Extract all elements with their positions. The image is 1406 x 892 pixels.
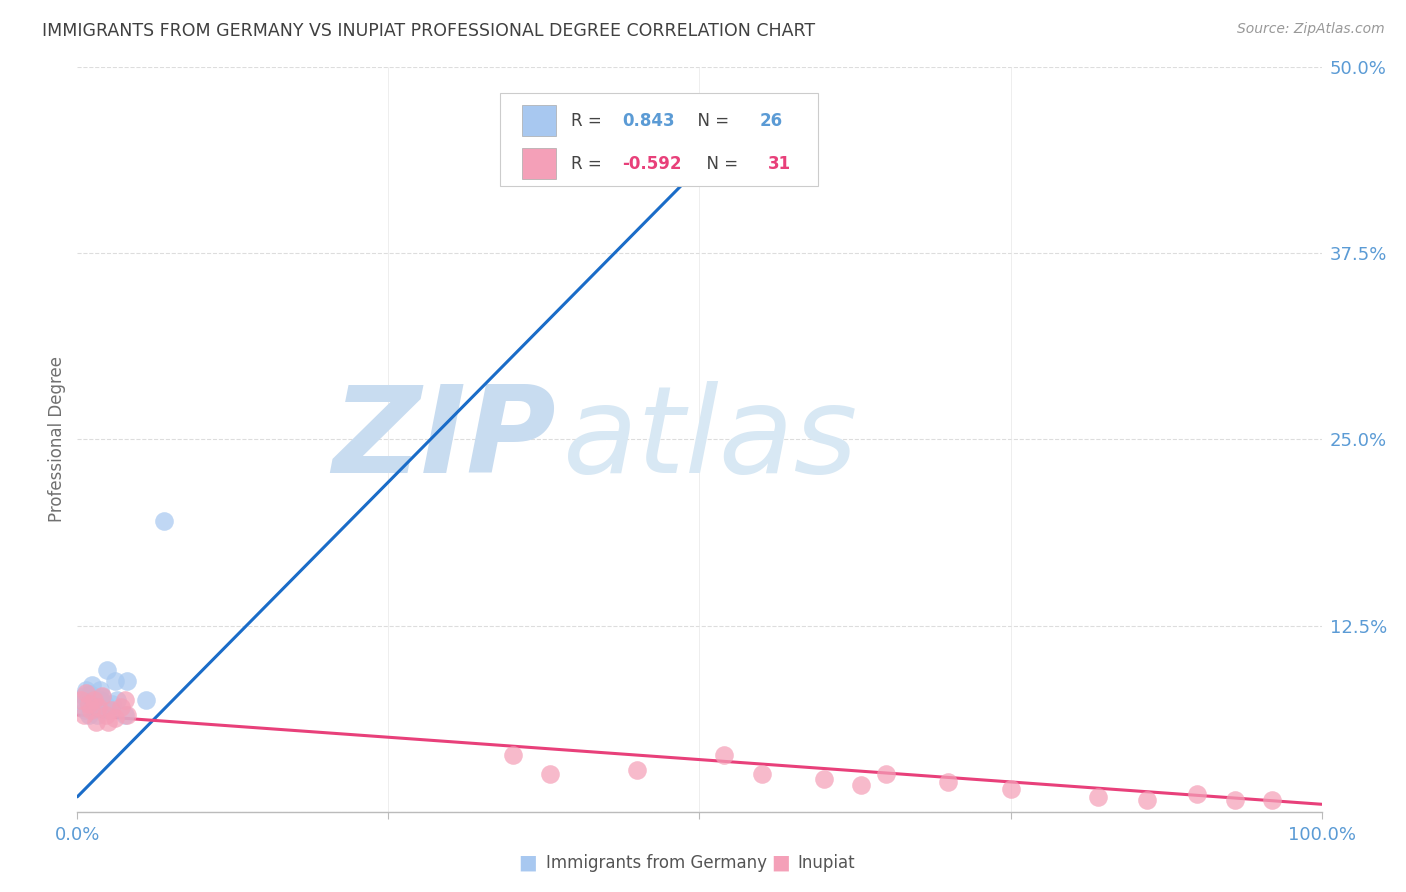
Point bbox=[84, 715, 107, 730]
Point bbox=[875, 767, 897, 781]
Text: ▪: ▪ bbox=[517, 848, 537, 877]
Point bbox=[538, 767, 561, 781]
FancyBboxPatch shape bbox=[522, 148, 557, 179]
Point bbox=[100, 703, 122, 717]
Point bbox=[153, 514, 176, 528]
Point bbox=[813, 772, 835, 786]
Text: IMMIGRANTS FROM GERMANY VS INUPIAT PROFESSIONAL DEGREE CORRELATION CHART: IMMIGRANTS FROM GERMANY VS INUPIAT PROFE… bbox=[42, 22, 815, 40]
FancyBboxPatch shape bbox=[522, 105, 557, 136]
Text: N =: N = bbox=[696, 154, 744, 172]
Text: -0.592: -0.592 bbox=[623, 154, 682, 172]
Point bbox=[1136, 793, 1159, 807]
Text: Source: ZipAtlas.com: Source: ZipAtlas.com bbox=[1237, 22, 1385, 37]
Point bbox=[1261, 793, 1284, 807]
Point bbox=[751, 767, 773, 781]
Point bbox=[72, 707, 94, 722]
Point bbox=[91, 689, 114, 703]
Point bbox=[96, 663, 118, 677]
Text: 0.843: 0.843 bbox=[623, 112, 675, 129]
Point bbox=[83, 703, 105, 717]
FancyBboxPatch shape bbox=[501, 93, 818, 186]
Point bbox=[114, 693, 136, 707]
Text: 26: 26 bbox=[759, 112, 782, 129]
Point bbox=[97, 703, 120, 717]
Text: N =: N = bbox=[688, 112, 734, 129]
Text: Inupiat: Inupiat bbox=[797, 854, 855, 871]
Point bbox=[94, 707, 117, 722]
Point bbox=[626, 763, 648, 777]
Point bbox=[76, 693, 98, 707]
Point bbox=[851, 778, 873, 792]
Point bbox=[104, 673, 127, 688]
Y-axis label: Professional Degree: Professional Degree bbox=[48, 356, 66, 523]
Point bbox=[86, 707, 108, 722]
Point bbox=[114, 707, 136, 722]
Point bbox=[80, 703, 103, 717]
Point bbox=[115, 707, 138, 722]
Point bbox=[93, 698, 115, 712]
Point bbox=[83, 691, 105, 706]
Text: ZIP: ZIP bbox=[333, 381, 557, 498]
Point bbox=[75, 682, 97, 697]
Text: atlas: atlas bbox=[562, 381, 858, 498]
Point bbox=[70, 693, 93, 707]
Point bbox=[70, 698, 93, 712]
Point bbox=[87, 700, 110, 714]
Point bbox=[72, 689, 94, 703]
Point bbox=[73, 703, 96, 717]
Point bbox=[115, 673, 138, 688]
Point bbox=[84, 698, 107, 713]
Point bbox=[75, 685, 97, 699]
Point bbox=[77, 698, 100, 712]
Point bbox=[89, 682, 111, 697]
Point bbox=[110, 700, 132, 714]
Text: R =: R = bbox=[571, 112, 607, 129]
Text: ▪: ▪ bbox=[770, 848, 790, 877]
Point bbox=[1223, 793, 1246, 807]
Point bbox=[91, 690, 114, 704]
Point bbox=[77, 707, 100, 722]
Point bbox=[1187, 787, 1209, 801]
Point bbox=[80, 696, 103, 710]
Point bbox=[938, 775, 960, 789]
Point bbox=[97, 715, 120, 730]
Point bbox=[713, 748, 735, 763]
Text: Immigrants from Germany: Immigrants from Germany bbox=[546, 854, 766, 871]
Point bbox=[101, 698, 124, 712]
Point bbox=[90, 693, 112, 707]
Point bbox=[79, 687, 101, 701]
Point bbox=[502, 748, 524, 763]
Text: 31: 31 bbox=[768, 154, 792, 172]
Text: R =: R = bbox=[571, 154, 607, 172]
Point bbox=[82, 678, 104, 692]
Point bbox=[83, 693, 105, 707]
Point bbox=[105, 693, 128, 707]
Point bbox=[104, 711, 127, 725]
Point bbox=[135, 693, 157, 707]
Point bbox=[1000, 782, 1022, 797]
Point bbox=[1087, 789, 1109, 804]
